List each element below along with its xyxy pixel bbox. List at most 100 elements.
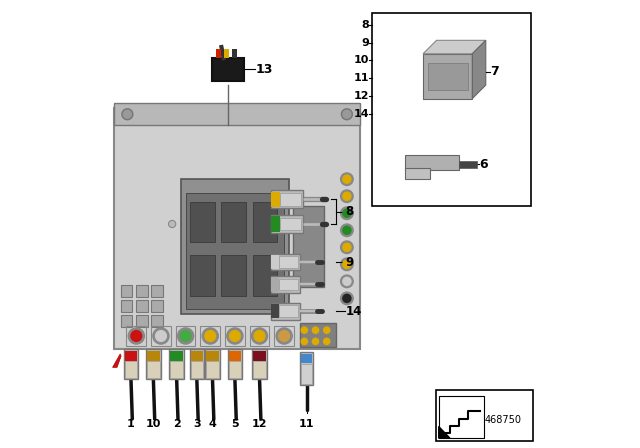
Text: 10: 10 [354,56,369,65]
Circle shape [340,258,353,271]
Bar [301,354,312,363]
Circle shape [202,328,218,344]
Bar [271,215,303,233]
Bar [190,202,215,242]
Text: 14: 14 [354,109,369,119]
Bar [121,300,132,312]
Bar [147,361,159,378]
Circle shape [340,292,353,305]
Bar [205,349,220,379]
Bar [271,255,280,269]
Bar [221,255,246,296]
Circle shape [340,190,353,202]
Polygon shape [423,40,486,54]
Bar [121,285,132,297]
Bar [136,285,148,297]
Text: 12: 12 [354,91,369,101]
Circle shape [122,109,132,120]
Bar [151,315,163,327]
Bar [271,276,300,293]
Circle shape [343,192,351,200]
Bar [271,254,300,270]
Bar [125,361,137,378]
Bar [170,349,184,379]
Circle shape [343,294,351,302]
Text: 4: 4 [209,419,216,429]
Text: 6: 6 [479,158,488,171]
Text: 3: 3 [193,419,200,429]
Circle shape [340,173,353,185]
Bar [124,349,138,379]
Bar [151,300,163,312]
Polygon shape [439,426,450,438]
Text: 12: 12 [252,419,268,429]
Bar [228,351,241,361]
Bar [271,216,280,232]
Bar [186,193,284,309]
Bar [280,256,298,268]
Bar [280,218,301,230]
Bar [121,315,132,327]
Bar [371,13,531,206]
Bar [428,63,468,90]
Circle shape [312,338,319,345]
Circle shape [131,331,141,341]
Bar [280,306,298,317]
Bar [280,193,301,206]
Bar [181,179,289,314]
Bar [151,285,163,297]
Bar [293,206,324,287]
Circle shape [342,109,352,120]
Circle shape [205,331,216,341]
Bar [271,304,280,319]
Bar [439,396,484,438]
Bar [253,255,278,296]
Bar [301,364,312,384]
Circle shape [279,331,289,341]
Circle shape [340,275,353,288]
Circle shape [180,331,191,341]
Circle shape [276,328,292,344]
Bar [200,326,220,346]
Bar [252,349,267,379]
Bar [206,361,219,378]
Bar [224,49,228,58]
Text: 11: 11 [299,419,314,429]
Circle shape [301,338,307,345]
Bar [459,161,477,168]
Text: 5: 5 [231,419,239,429]
Text: 9: 9 [362,38,369,47]
Text: 7: 7 [490,65,499,78]
Bar [271,303,300,319]
Bar [151,326,171,346]
Circle shape [343,277,351,285]
Bar [253,361,266,378]
Bar [136,315,148,327]
Circle shape [168,220,176,228]
Bar [170,351,183,361]
Text: 2: 2 [173,419,180,429]
Circle shape [254,331,265,341]
Text: 13: 13 [256,63,273,76]
Bar [228,361,241,378]
Bar [405,168,430,179]
Circle shape [301,327,307,333]
Polygon shape [113,354,121,367]
Bar [423,54,472,99]
Circle shape [324,327,330,333]
Bar [212,58,244,81]
Bar [191,351,203,361]
Bar [405,155,459,170]
FancyBboxPatch shape [114,108,360,349]
Bar [232,49,237,58]
Circle shape [230,331,240,341]
Bar [250,326,269,346]
Bar [147,351,159,361]
Bar [191,361,203,378]
Circle shape [252,328,268,344]
Bar [271,277,280,292]
Circle shape [340,207,353,220]
Circle shape [128,328,145,344]
Text: 9: 9 [346,255,354,269]
Circle shape [153,328,169,344]
